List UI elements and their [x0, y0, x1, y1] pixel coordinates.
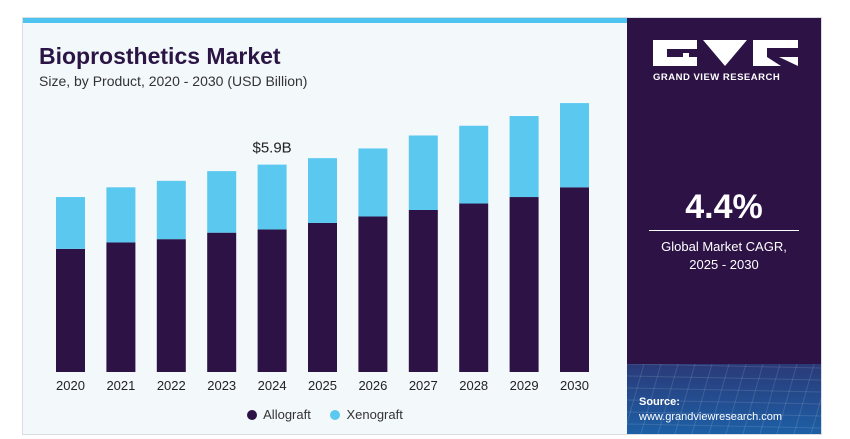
grid-line: [793, 364, 815, 434]
grid-line: [725, 364, 747, 434]
chart-panel: Bioprosthetics Market Size, by Product, …: [23, 23, 627, 434]
grid-line: [627, 423, 821, 429]
bar-xenograft-2026: [358, 148, 388, 217]
bar-allograft-2023: [207, 232, 237, 372]
x-tick-label: 2028: [459, 378, 488, 393]
bar-xenograft-2027: [408, 135, 438, 210]
accent-strip: [23, 18, 627, 23]
grid-line: [627, 375, 821, 381]
legend-swatch-xenograft: [330, 409, 341, 420]
bar-xenograft-2024: [257, 164, 287, 230]
bar-allograft-2026: [358, 216, 388, 372]
bar-xenograft-2020: [56, 197, 85, 249]
bar-allograft-2022: [156, 239, 186, 372]
bar-allograft-2020: [56, 248, 85, 372]
data-label-annotation: $5.9B: [252, 140, 291, 157]
cagr-label-line2: 2025 - 2030: [689, 257, 759, 272]
source-url[interactable]: www.grandviewresearch.com: [639, 411, 783, 423]
brand-name: GRAND VIEW RESEARCH: [653, 72, 781, 83]
grid-line: [674, 364, 696, 434]
grid-line: [640, 364, 662, 434]
x-tick-label: 2026: [358, 378, 387, 393]
x-tick-label: 2030: [560, 378, 589, 393]
cagr-label: Global Market CAGR, 2025 - 2030: [627, 238, 821, 274]
bar-allograft-2024: [257, 229, 287, 372]
cagr-divider: [649, 230, 799, 231]
bar-xenograft-2028: [459, 125, 489, 204]
bar-allograft-2029: [509, 197, 539, 372]
x-tick-label: 2022: [157, 378, 186, 393]
decorative-grid: [627, 364, 821, 434]
bar-xenograft-2029: [509, 116, 539, 198]
cagr-value: 4.4%: [685, 188, 763, 226]
bar-xenograft-2021: [106, 187, 136, 243]
bar-allograft-2025: [308, 222, 337, 372]
bar-xenograft-2030: [560, 103, 589, 188]
bar-xenograft-2025: [308, 158, 337, 223]
legend-label-allograft: Allograft: [263, 407, 311, 422]
summary-panel: GRAND VIEW RESEARCH 4.4% Global Market C…: [627, 18, 821, 434]
chart-title: Bioprosthetics Market: [39, 43, 281, 69]
x-tick-label: 2021: [106, 378, 135, 393]
legend-label-xenograft: Xenograft: [346, 407, 403, 422]
x-tick-label: 2023: [207, 378, 236, 393]
bar-allograft-2030: [560, 187, 589, 372]
grid-line: [627, 364, 645, 426]
legend-item-xenograft: Xenograft: [330, 407, 403, 422]
x-tick-label: 2020: [56, 378, 85, 393]
grid-line: [627, 387, 821, 393]
cagr-label-line1: Global Market CAGR,: [661, 239, 787, 254]
grid-line: [742, 364, 764, 434]
grid-line: [776, 364, 798, 434]
bar-allograft-2028: [459, 203, 489, 372]
grid-line: [708, 364, 730, 434]
bar-allograft-2021: [106, 242, 136, 372]
x-tick-label: 2025: [308, 378, 337, 393]
legend-swatch-allograft: [247, 409, 258, 420]
chart-legend: Allograft Xenograft: [23, 407, 627, 423]
bar-allograft-2027: [408, 210, 438, 372]
source-box: Source: www.grandviewresearch.com: [627, 364, 821, 434]
chart-subtitle: Size, by Product, 2020 - 2030 (USD Billi…: [39, 73, 308, 89]
grid-line: [691, 364, 713, 434]
bar-xenograft-2022: [156, 180, 186, 240]
x-tick-label: 2024: [258, 378, 287, 393]
gvr-logo-mark: [653, 40, 798, 66]
grid-line: [759, 364, 781, 434]
legend-item-allograft: Allograft: [247, 407, 311, 422]
bar-xenograft-2023: [207, 171, 237, 233]
x-tick-label: 2029: [510, 378, 539, 393]
grid-line: [627, 364, 821, 369]
brand-logo: GRAND VIEW RESEARCH: [653, 40, 798, 83]
grid-line: [627, 399, 821, 405]
market-report-card: Bioprosthetics Market Size, by Product, …: [22, 17, 822, 435]
grid-line: [657, 364, 679, 434]
grid-line: [810, 397, 821, 434]
x-tick-label: 2027: [409, 378, 438, 393]
bar-chart: 2020 2021 2022 2023 2024 $5.9B 2025 2026 2027 202…: [56, 103, 589, 393]
source-label: Source:: [639, 396, 680, 408]
grid-line: [627, 411, 821, 417]
